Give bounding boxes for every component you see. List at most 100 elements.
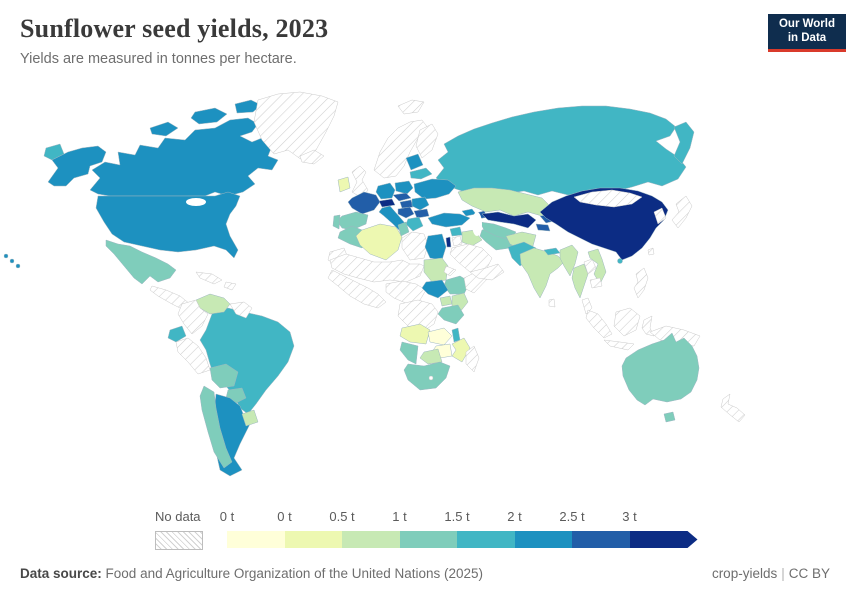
country-france[interactable] bbox=[347, 191, 381, 215]
country-colombia[interactable] bbox=[177, 299, 209, 335]
country-uruguay[interactable] bbox=[241, 409, 259, 427]
country-madagascar[interactable] bbox=[465, 345, 480, 373]
legend-color-segment[interactable] bbox=[342, 531, 400, 548]
country-myanmar[interactable] bbox=[559, 244, 579, 277]
region-hainan[interactable] bbox=[617, 258, 623, 264]
country-egypt[interactable] bbox=[424, 233, 447, 261]
country-poland[interactable] bbox=[394, 180, 414, 195]
country-bolivia[interactable] bbox=[209, 363, 239, 389]
legend-color-segment[interactable] bbox=[572, 531, 630, 548]
country-usa-alaska[interactable] bbox=[47, 145, 107, 187]
country-south-africa[interactable] bbox=[403, 361, 451, 391]
owid-logo[interactable]: Our World in Data bbox=[768, 14, 846, 52]
country-philippines[interactable] bbox=[633, 267, 649, 299]
country-russia-kamchatka[interactable] bbox=[673, 121, 695, 165]
country-ukraine[interactable] bbox=[413, 178, 457, 200]
country-israel[interactable] bbox=[445, 236, 452, 248]
region-west-africa[interactable] bbox=[327, 269, 387, 309]
country-mongolia[interactable] bbox=[573, 189, 643, 208]
country-australia[interactable] bbox=[621, 332, 700, 406]
country-romania[interactable] bbox=[411, 196, 430, 211]
country-syria[interactable] bbox=[449, 226, 463, 237]
country-chile[interactable] bbox=[199, 385, 233, 469]
country-malawi[interactable] bbox=[451, 327, 461, 343]
country-cambodia[interactable] bbox=[589, 277, 603, 289]
country-algeria[interactable] bbox=[355, 223, 403, 261]
country-usa-hawaii-1[interactable] bbox=[3, 253, 9, 259]
country-lesotho[interactable] bbox=[428, 375, 434, 381]
region-borneo[interactable] bbox=[613, 307, 641, 337]
country-australia-tasmania[interactable] bbox=[663, 411, 676, 423]
country-zambia[interactable] bbox=[427, 327, 453, 346]
legend-color-segment[interactable] bbox=[227, 531, 285, 548]
country-belarus[interactable] bbox=[409, 167, 433, 180]
region-nigeria-cameroon[interactable] bbox=[385, 280, 427, 305]
legend-color-segment[interactable] bbox=[284, 531, 342, 548]
country-hungary[interactable] bbox=[399, 199, 414, 209]
country-namibia[interactable] bbox=[399, 341, 419, 365]
country-usa[interactable] bbox=[95, 191, 241, 259]
country-japan[interactable] bbox=[671, 195, 693, 229]
region-austria-switzerland[interactable] bbox=[378, 198, 396, 208]
country-greenland[interactable] bbox=[253, 91, 339, 161]
country-iceland[interactable] bbox=[299, 149, 325, 165]
country-uzbekistan[interactable] bbox=[481, 211, 537, 229]
region-svalbard[interactable] bbox=[397, 99, 425, 115]
country-tajikistan[interactable] bbox=[535, 223, 551, 232]
country-usa-hawaii-3[interactable] bbox=[15, 263, 21, 269]
legend-color-segment[interactable] bbox=[630, 531, 698, 548]
country-brazil[interactable] bbox=[199, 307, 295, 415]
country-bulgaria[interactable] bbox=[413, 208, 430, 219]
region-malay-peninsula[interactable] bbox=[581, 297, 593, 315]
region-sulawesi[interactable] bbox=[641, 315, 655, 337]
country-thailand[interactable] bbox=[571, 263, 589, 299]
legend-color-segment[interactable] bbox=[457, 531, 515, 548]
region-baltics[interactable] bbox=[405, 153, 424, 171]
country-united-kingdom[interactable] bbox=[351, 165, 369, 199]
country-usa-hawaii-2[interactable] bbox=[9, 258, 15, 264]
country-peru[interactable] bbox=[175, 337, 211, 375]
country-cuba[interactable] bbox=[195, 271, 223, 285]
region-java[interactable] bbox=[603, 339, 635, 351]
country-turkey[interactable] bbox=[427, 212, 471, 228]
country-new-zealand[interactable] bbox=[720, 393, 746, 423]
country-sudan[interactable] bbox=[423, 257, 449, 283]
country-jordan[interactable] bbox=[451, 235, 463, 247]
country-eritrea[interactable] bbox=[443, 265, 457, 277]
country-libya[interactable] bbox=[401, 231, 429, 261]
country-india[interactable] bbox=[519, 247, 565, 299]
country-sri-lanka[interactable] bbox=[548, 298, 556, 308]
region-hispaniola[interactable] bbox=[223, 281, 237, 291]
country-taiwan[interactable] bbox=[647, 247, 655, 256]
region-yemen-oman[interactable] bbox=[469, 263, 505, 281]
country-ireland[interactable] bbox=[337, 176, 351, 193]
region-korea[interactable] bbox=[653, 207, 667, 225]
country-dr-congo[interactable] bbox=[397, 299, 439, 333]
country-angola[interactable] bbox=[399, 323, 431, 345]
country-canada-islands-1[interactable] bbox=[149, 121, 179, 137]
region-sumatra[interactable] bbox=[585, 309, 613, 339]
country-south-sudan[interactable] bbox=[421, 279, 449, 299]
country-saudi-arabia[interactable] bbox=[449, 243, 493, 273]
country-mozambique[interactable] bbox=[451, 337, 471, 363]
country-tunisia[interactable] bbox=[397, 221, 410, 237]
country-portugal[interactable] bbox=[332, 214, 341, 230]
country-greece[interactable] bbox=[405, 216, 424, 232]
country-china[interactable] bbox=[539, 187, 669, 261]
region-guyanas[interactable] bbox=[229, 301, 253, 319]
region-czechia-slovakia[interactable] bbox=[392, 192, 412, 202]
legend-color-segment[interactable] bbox=[399, 531, 457, 548]
country-uganda[interactable] bbox=[439, 295, 453, 307]
country-ecuador[interactable] bbox=[167, 325, 187, 343]
country-canada[interactable] bbox=[89, 117, 279, 197]
legend-color-segment[interactable] bbox=[514, 531, 572, 548]
country-germany[interactable] bbox=[375, 182, 396, 200]
country-canada-islands-2[interactable] bbox=[190, 107, 228, 125]
country-russia[interactable] bbox=[435, 105, 687, 196]
country-finland[interactable] bbox=[415, 123, 439, 159]
region-balkans[interactable] bbox=[397, 206, 415, 219]
legend-no-data-swatch[interactable] bbox=[155, 531, 203, 550]
country-laos[interactable] bbox=[583, 258, 597, 275]
country-tanzania[interactable] bbox=[437, 304, 465, 325]
country-mexico[interactable] bbox=[105, 239, 177, 285]
